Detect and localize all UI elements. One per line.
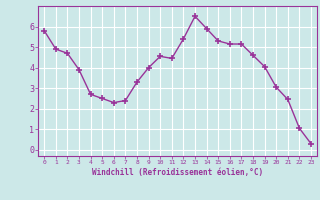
X-axis label: Windchill (Refroidissement éolien,°C): Windchill (Refroidissement éolien,°C) — [92, 168, 263, 177]
